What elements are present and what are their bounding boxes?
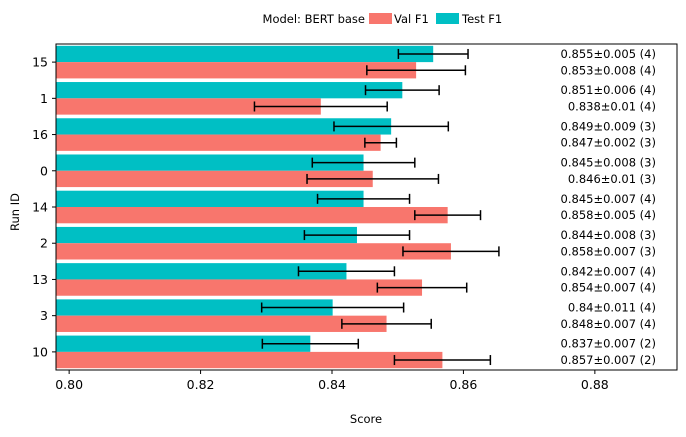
x-tick-label-0: 0.80 xyxy=(55,377,83,392)
value-label-val-run-10: 0.857±0.007 (2) xyxy=(561,353,656,367)
bar-test-run-2 xyxy=(56,226,357,244)
y-tick-label-0: 0 xyxy=(40,163,48,178)
value-label-test-run-10: 0.837±0.007 (2) xyxy=(561,337,656,351)
y-tick-label-10: 10 xyxy=(32,344,48,359)
value-label-val-run-13: 0.854±0.007 (4) xyxy=(561,281,656,295)
legend-label-val: Val F1 xyxy=(394,12,429,26)
x-tick-label-2: 0.84 xyxy=(318,377,346,392)
bar-test-run-0 xyxy=(56,154,364,171)
legend-swatch-val xyxy=(369,13,392,24)
value-label-test-run-1: 0.851±0.006 (4) xyxy=(561,83,656,97)
bar-val-run-13 xyxy=(56,279,423,296)
value-label-test-run-3: 0.84±0.011 (4) xyxy=(568,301,656,315)
bar-test-run-14 xyxy=(56,190,364,207)
legend: Model: BERT base Val F1 Test F1 xyxy=(263,12,503,26)
plot-frame xyxy=(55,43,678,371)
x-tick-label-1: 0.82 xyxy=(187,377,215,392)
value-label-test-run-14: 0.845±0.007 (4) xyxy=(561,192,656,206)
x-tick-label-4: 0.88 xyxy=(581,377,609,392)
value-label-test-run-0: 0.845±0.008 (3) xyxy=(561,156,656,170)
bar-test-run-15 xyxy=(56,45,434,63)
legend-label-test: Test F1 xyxy=(461,12,502,26)
y-tick-label-14: 14 xyxy=(32,200,48,215)
bar-test-run-16 xyxy=(56,118,392,135)
value-label-val-run-16: 0.847±0.002 (3) xyxy=(561,136,656,150)
bar-test-run-3 xyxy=(56,299,333,316)
y-tick-label-13: 13 xyxy=(32,272,48,287)
value-label-test-run-15: 0.855±0.005 (4) xyxy=(561,47,656,61)
bar-val-run-16 xyxy=(56,134,381,151)
value-labels-layer: 0.855±0.005 (4) 0.853±0.008 (4) 0.851±0.00… xyxy=(561,47,656,367)
bar-val-run-3 xyxy=(56,315,387,332)
y-tick-label-2: 2 xyxy=(40,236,48,251)
value-label-test-run-13: 0.842±0.007 (4) xyxy=(561,264,656,278)
x-tick-label-3: 0.86 xyxy=(450,377,478,392)
value-label-val-run-0: 0.846±0.01 (3) xyxy=(568,172,656,186)
value-label-val-run-15: 0.853±0.008 (4) xyxy=(561,63,656,77)
y-axis-label: Run ID xyxy=(8,193,22,231)
y-tick-label-3: 3 xyxy=(40,308,48,323)
value-label-test-run-2: 0.844±0.008 (3) xyxy=(561,228,656,242)
y-tick-label-1: 1 xyxy=(40,91,48,106)
x-axis-label: Score xyxy=(350,412,382,426)
bar-test-run-1 xyxy=(56,82,403,99)
y-tick-label-16: 16 xyxy=(32,127,48,142)
value-label-test-run-16: 0.849±0.009 (3) xyxy=(561,119,656,133)
bar-val-run-15 xyxy=(56,62,417,79)
bar-val-run-14 xyxy=(56,207,448,224)
value-label-val-run-2: 0.858±0.007 (3) xyxy=(561,244,656,258)
bar-test-run-10 xyxy=(56,335,311,352)
legend-swatch-test xyxy=(436,13,459,24)
bar-val-run-2 xyxy=(56,243,451,260)
bar-test-run-13 xyxy=(56,263,347,280)
bar-val-run-0 xyxy=(56,170,373,188)
value-label-val-run-14: 0.858±0.005 (4) xyxy=(561,208,656,222)
bars-layer xyxy=(56,45,451,369)
error-bars-layer xyxy=(253,48,500,366)
y-tick-label-15: 15 xyxy=(32,55,48,70)
value-label-val-run-1: 0.838±0.01 (4) xyxy=(568,99,656,113)
y-axis: 15 1 16 0 14 2 13 3 10 xyxy=(32,55,56,359)
value-label-val-run-3: 0.848±0.007 (4) xyxy=(561,317,656,331)
bar-val-run-10 xyxy=(56,351,443,369)
x-axis: 0.80 0.82 0.84 0.86 0.88 xyxy=(55,370,609,392)
legend-title: Model: BERT base xyxy=(263,12,365,26)
